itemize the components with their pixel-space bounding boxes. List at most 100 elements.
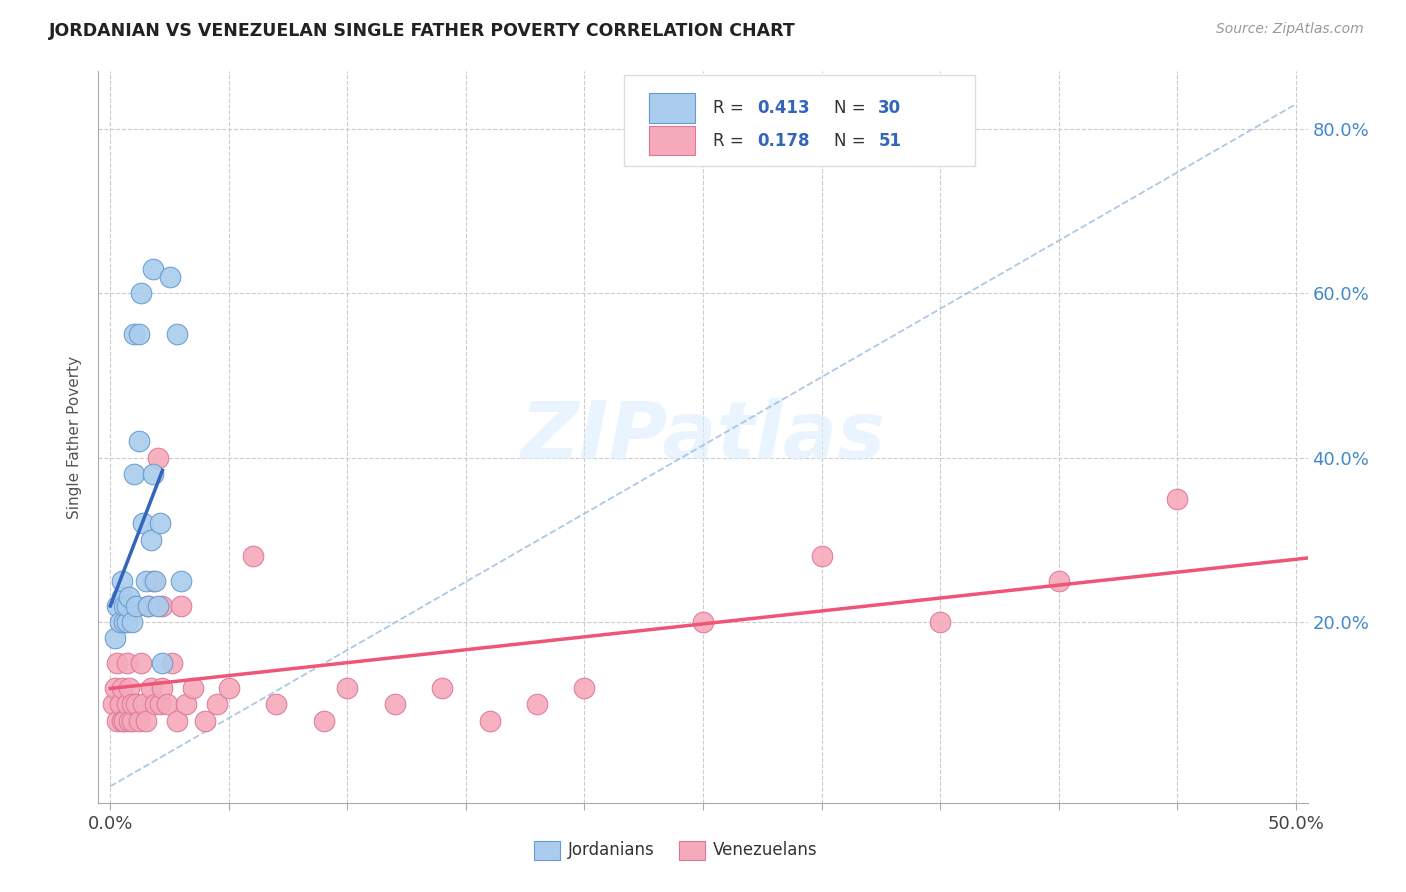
Point <box>170 599 193 613</box>
Point <box>218 681 240 695</box>
Point <box>132 697 155 711</box>
Text: Jordanians: Jordanians <box>568 841 654 859</box>
Point <box>121 714 143 728</box>
Text: 51: 51 <box>879 132 901 150</box>
Point <box>118 681 141 695</box>
Point <box>128 434 150 449</box>
Point <box>114 615 136 629</box>
Point <box>143 697 166 711</box>
Point <box>136 599 159 613</box>
Point <box>115 656 138 670</box>
Text: N =: N = <box>834 132 870 150</box>
Point <box>692 615 714 629</box>
FancyBboxPatch shape <box>624 75 976 167</box>
Point <box>125 599 148 613</box>
Point <box>312 714 335 728</box>
Point <box>142 261 165 276</box>
Point <box>115 599 138 613</box>
Point <box>170 574 193 588</box>
Point <box>105 656 128 670</box>
Point <box>111 574 134 588</box>
Point <box>135 714 157 728</box>
Point <box>166 327 188 342</box>
Point <box>105 599 128 613</box>
Point <box>152 656 174 670</box>
Point <box>384 697 406 711</box>
Bar <box>648 94 695 122</box>
Point <box>136 599 159 613</box>
Point <box>129 656 152 670</box>
Point <box>114 714 136 728</box>
Point <box>264 697 287 711</box>
Point <box>128 327 150 342</box>
Point <box>108 697 131 711</box>
Point <box>101 697 124 711</box>
Point <box>118 591 141 605</box>
Point <box>526 697 548 711</box>
Point <box>1166 491 1188 506</box>
Point <box>159 269 181 284</box>
Point <box>108 615 131 629</box>
Text: N =: N = <box>834 99 870 117</box>
Point <box>139 533 162 547</box>
Point <box>336 681 359 695</box>
Point <box>125 697 148 711</box>
Point <box>122 599 145 613</box>
Point <box>142 574 165 588</box>
Point <box>432 681 454 695</box>
Text: ZIPatlas: ZIPatlas <box>520 398 886 476</box>
Text: 0.413: 0.413 <box>758 99 810 117</box>
Point <box>181 681 204 695</box>
Point <box>143 574 166 588</box>
Point <box>128 714 150 728</box>
Point <box>142 467 165 481</box>
Point <box>122 327 145 342</box>
Bar <box>679 841 706 860</box>
Point <box>160 656 183 670</box>
Point <box>135 574 157 588</box>
Point <box>121 697 143 711</box>
Point <box>574 681 596 695</box>
Point <box>146 599 169 613</box>
Point <box>146 450 169 465</box>
Point <box>118 714 141 728</box>
Point <box>478 714 501 728</box>
Point <box>152 599 174 613</box>
Point <box>129 286 152 301</box>
Text: R =: R = <box>713 132 748 150</box>
Point <box>929 615 952 629</box>
Point <box>194 714 217 728</box>
Point <box>149 516 172 531</box>
Point <box>104 681 127 695</box>
Point <box>105 714 128 728</box>
Point <box>174 697 197 711</box>
Point <box>121 615 143 629</box>
Bar <box>648 126 695 155</box>
Point <box>166 714 188 728</box>
Point <box>111 591 134 605</box>
Y-axis label: Single Father Poverty: Single Father Poverty <box>67 356 83 518</box>
Point <box>149 697 172 711</box>
Point <box>242 549 264 564</box>
Point <box>115 615 138 629</box>
Point <box>104 632 127 646</box>
Point <box>111 714 134 728</box>
Bar <box>534 841 561 860</box>
Point <box>1047 574 1070 588</box>
Point <box>114 599 136 613</box>
Text: 0.178: 0.178 <box>758 132 810 150</box>
Point <box>152 681 174 695</box>
Text: R =: R = <box>713 99 748 117</box>
Text: Venezuelans: Venezuelans <box>713 841 817 859</box>
Point <box>139 681 162 695</box>
Point <box>122 467 145 481</box>
Point <box>111 681 134 695</box>
Point <box>810 549 832 564</box>
Point <box>205 697 228 711</box>
Point <box>156 697 179 711</box>
Text: Source: ZipAtlas.com: Source: ZipAtlas.com <box>1216 22 1364 37</box>
Text: JORDANIAN VS VENEZUELAN SINGLE FATHER POVERTY CORRELATION CHART: JORDANIAN VS VENEZUELAN SINGLE FATHER PO… <box>49 22 796 40</box>
Text: 30: 30 <box>879 99 901 117</box>
Point <box>115 697 138 711</box>
Point <box>132 516 155 531</box>
